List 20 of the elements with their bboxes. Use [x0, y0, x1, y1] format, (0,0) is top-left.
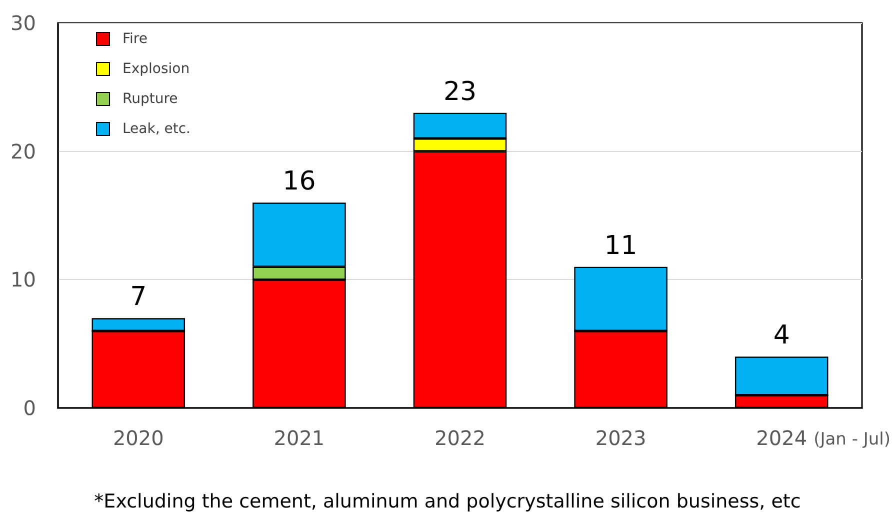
y-tick-label: 0 — [23, 396, 36, 420]
text: (Jan - Jul) — [814, 430, 891, 450]
legend-label: Leak, etc. — [122, 121, 191, 137]
legend-label: Explosion — [122, 61, 190, 77]
total-label: 23 — [443, 76, 477, 107]
x-tick-label: 2022 — [434, 426, 486, 450]
x-tick-label: 2020 — [112, 426, 164, 450]
total-label: 11 — [604, 230, 638, 261]
text: *Excluding the cement, aluminum and polycrystalline silicon business, etc — [94, 490, 801, 512]
y-tick-label: 20 — [10, 139, 36, 164]
total-label: 7 — [130, 282, 147, 312]
legend-label: Rupture — [122, 91, 178, 107]
x-tick-label: 2023 — [595, 426, 646, 450]
total-label: 16 — [282, 166, 316, 197]
y-tick-label: 30 — [10, 11, 36, 35]
x-tick-label: 2024 — [756, 426, 808, 450]
legend-label: Fire — [122, 31, 148, 47]
x-tick-label: 2021 — [274, 426, 325, 450]
total-label: 4 — [773, 320, 790, 351]
y-tick-label: 10 — [10, 268, 36, 292]
